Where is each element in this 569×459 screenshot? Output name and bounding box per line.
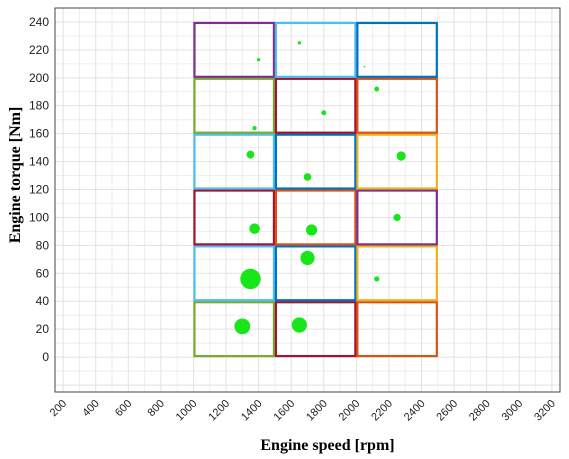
operating-cell (193, 77, 276, 134)
operating-cell (356, 301, 438, 358)
data-point (374, 86, 380, 92)
data-point (297, 41, 302, 45)
operating-cell (193, 245, 276, 302)
data-point (305, 224, 318, 236)
y-tick-label: 60 (36, 266, 50, 280)
y-tick-label: 100 (29, 210, 49, 224)
data-point (252, 125, 257, 131)
y-tick-label: 160 (29, 127, 49, 141)
operating-cell (193, 189, 276, 246)
operating-cell (274, 301, 357, 358)
operating-cell (356, 133, 438, 190)
operating-cell (274, 133, 357, 190)
data-point (291, 317, 307, 333)
operating-cell (356, 77, 438, 134)
data-point (300, 250, 315, 266)
data-point (363, 65, 366, 68)
data-point (396, 151, 406, 161)
y-tick-labels: 0 20 40 60 80 100 120 140 160 180 200 220 240 (29, 15, 49, 364)
y-tick-label: 120 (29, 183, 49, 197)
y-tick-label: 240 (29, 15, 49, 29)
operating-cells (193, 21, 438, 358)
y-tick-label: 220 (29, 43, 49, 57)
data-point (303, 173, 312, 181)
operating-cell (193, 301, 276, 358)
data-point (393, 213, 401, 222)
operating-cell (274, 245, 357, 302)
data-point (256, 58, 261, 62)
operating-cell (274, 77, 357, 134)
y-axis-label: Engine torque [Nm] (7, 107, 24, 244)
data-point (234, 318, 251, 335)
y-tick-label: 180 (29, 99, 49, 113)
y-tick-label: 40 (36, 294, 50, 308)
data-point (321, 110, 327, 116)
data-point (246, 150, 255, 159)
x-axis-label: Engine speed [rpm] (260, 437, 394, 454)
plot-frame (54, 7, 561, 393)
operating-cell (193, 21, 276, 78)
y-tick-label: 200 (29, 71, 49, 85)
data-point (374, 276, 380, 282)
data-point (249, 223, 260, 234)
data-point (240, 268, 261, 290)
y-tick-label: 80 (36, 238, 50, 252)
operating-cell (356, 245, 438, 302)
y-tick-label: 0 (42, 350, 49, 364)
operating-cell (356, 189, 438, 246)
operating-cell (274, 21, 357, 78)
operating-cell (274, 189, 357, 246)
operating-cell (356, 21, 438, 78)
operating-cell (193, 133, 276, 190)
y-tick-label: 20 (36, 322, 50, 336)
y-tick-label: 140 (29, 155, 49, 169)
data-points (234, 41, 406, 335)
